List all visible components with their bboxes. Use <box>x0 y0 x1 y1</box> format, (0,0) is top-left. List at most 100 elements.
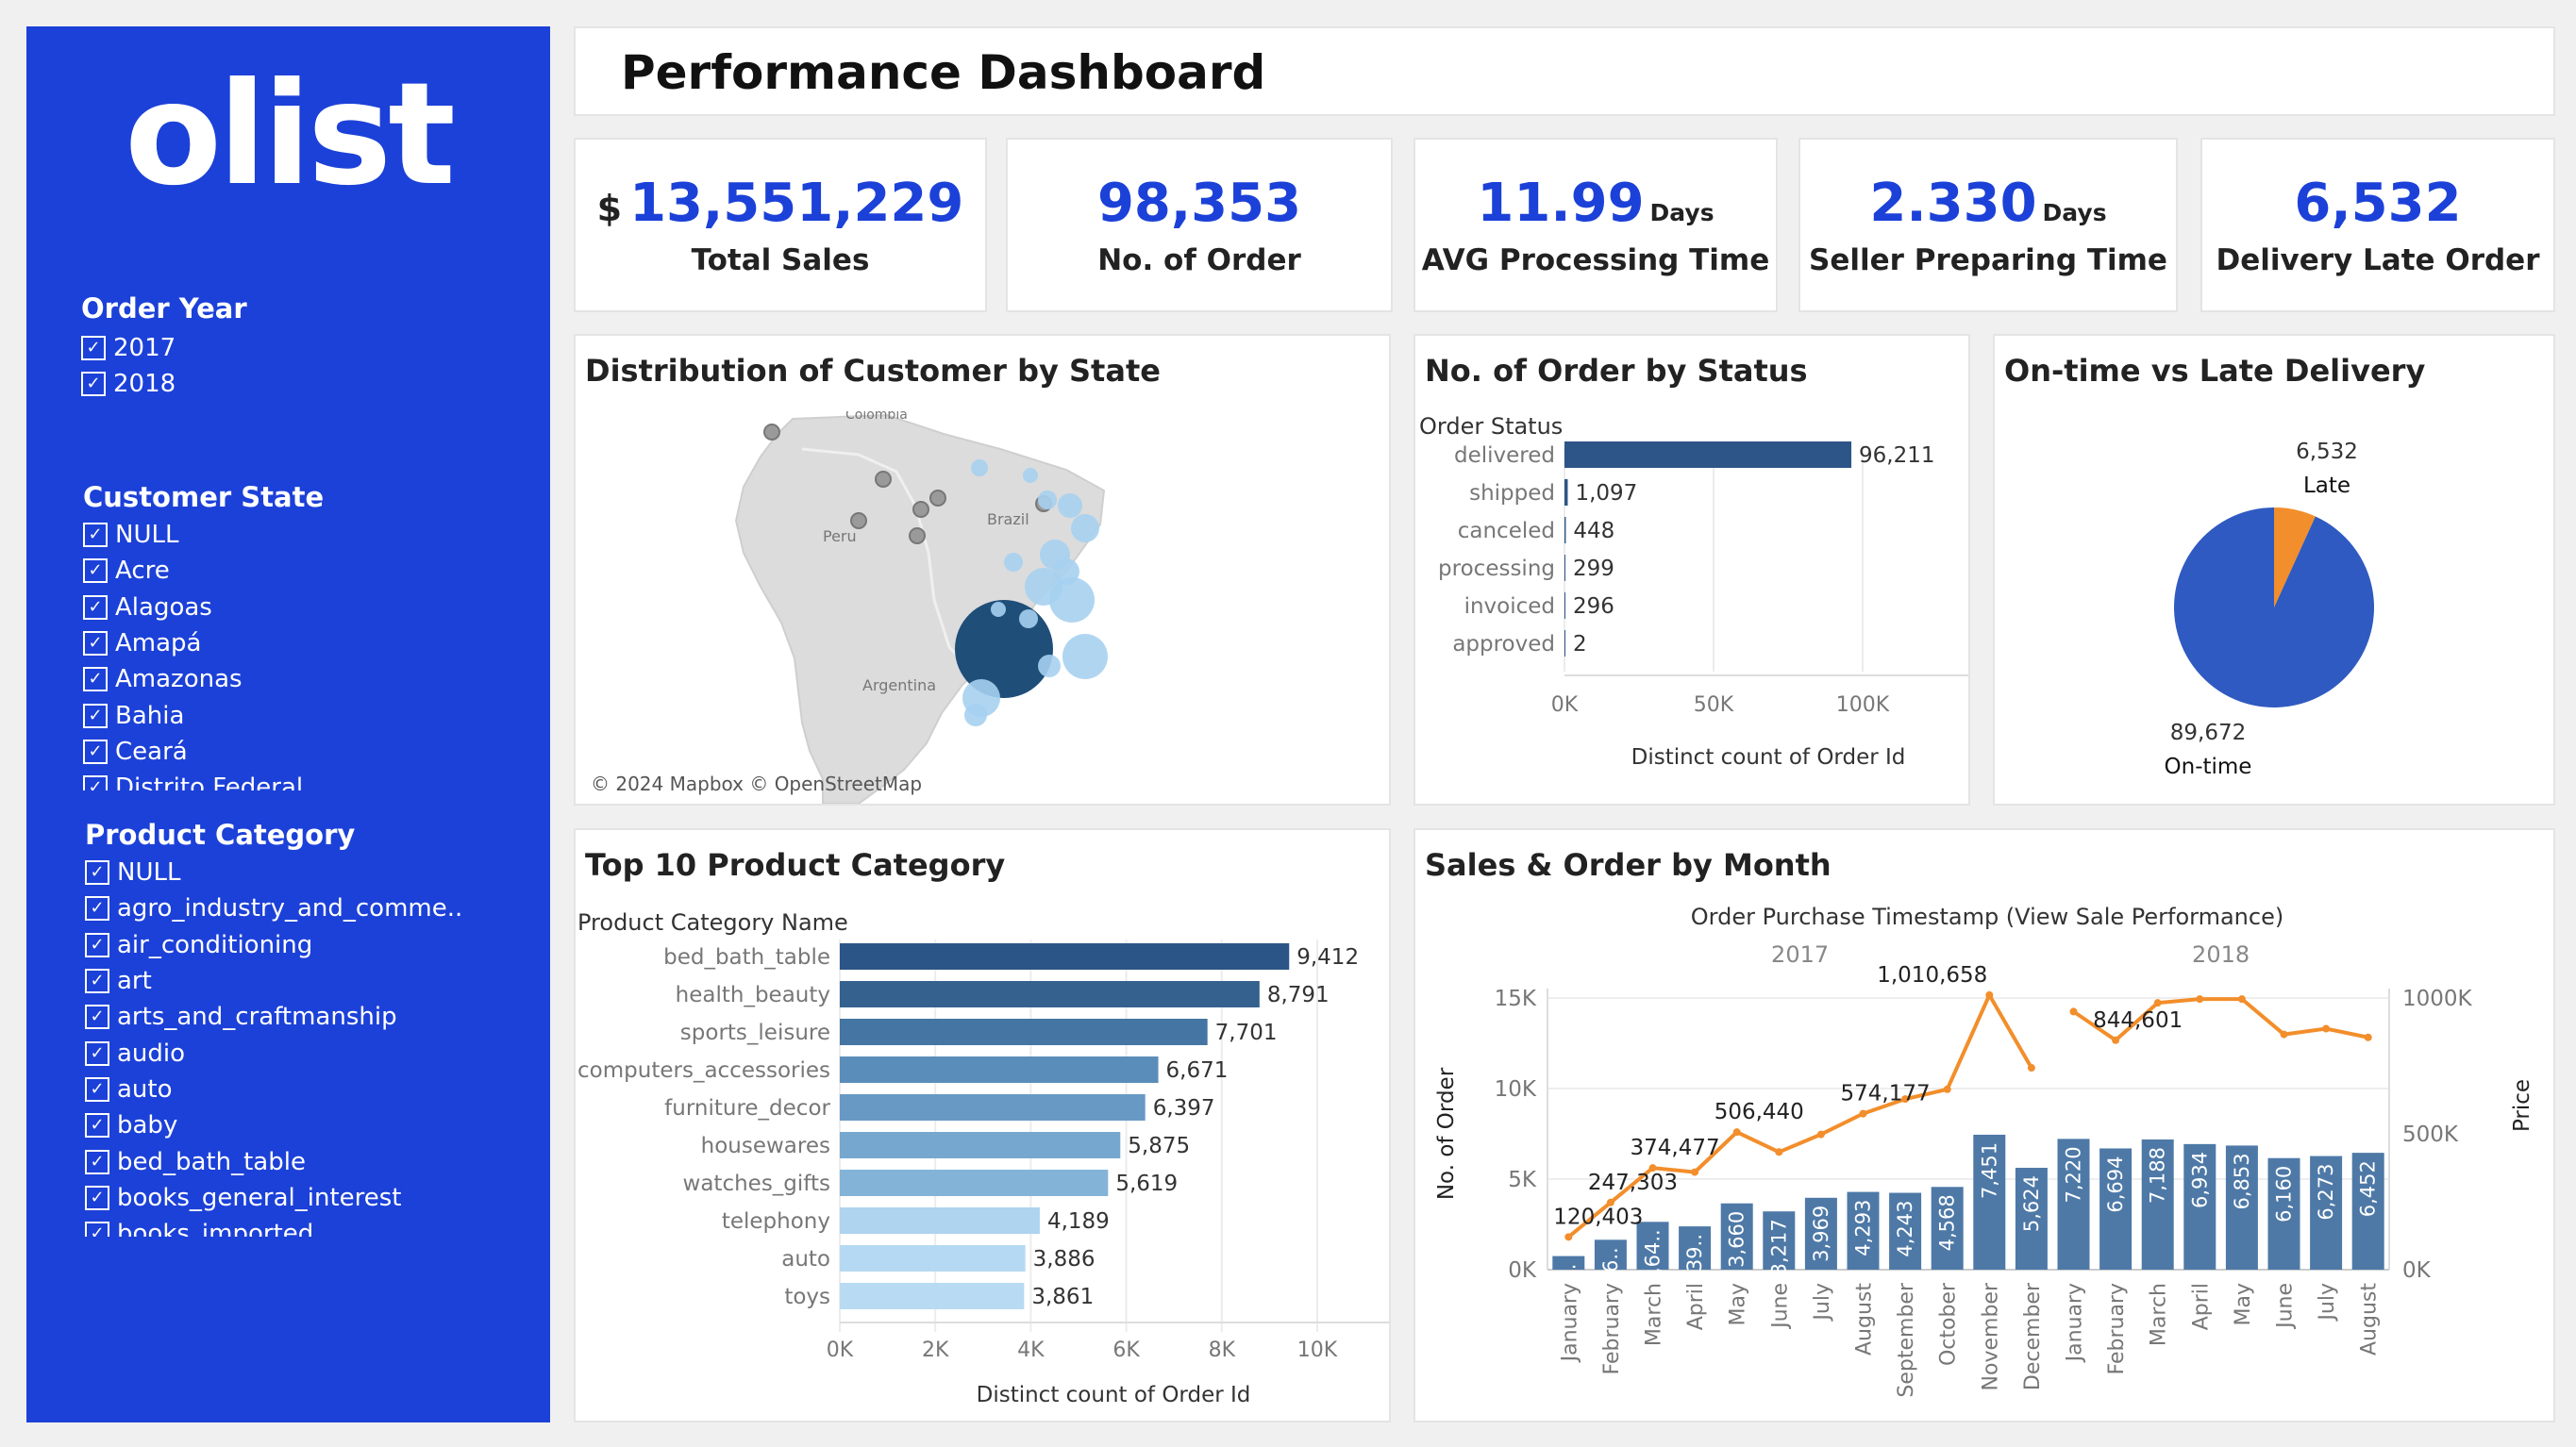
kpi-value: 13,551,229 <box>629 173 964 234</box>
product-category-option[interactable]: ✓ auto <box>85 1072 538 1107</box>
checkbox-checked-icon[interactable]: ✓ <box>83 558 108 584</box>
map-state-bubble[interactable] <box>1019 609 1038 628</box>
map-state-bubble[interactable] <box>1071 514 1099 542</box>
category-value-label: 7,701 <box>1215 1021 1278 1045</box>
checkbox-checked-icon[interactable]: ✓ <box>83 631 108 657</box>
map-state-bubble[interactable] <box>1023 468 1038 483</box>
price-point <box>1564 1233 1573 1241</box>
map-state-bubble[interactable] <box>971 459 988 476</box>
kpi-label: AVG Processing Time <box>1421 243 1770 277</box>
order-year-option[interactable]: ✓ 2018 <box>81 366 534 402</box>
customer-state-map[interactable]: Colombia Peru Brazil Argentina © 2024 Ma… <box>576 411 1389 804</box>
order-bar <box>1594 1239 1627 1270</box>
product-category-option[interactable]: ✓ bed_bath_table <box>85 1143 538 1179</box>
status-bar <box>1564 517 1566 543</box>
month-x-tick: October <box>1937 1282 1961 1366</box>
product-category-option[interactable]: ✓ arts_and_craftmanship <box>85 999 538 1035</box>
customer-state-option[interactable]: ✓ Amazonas <box>83 661 536 697</box>
checkbox-checked-icon[interactable]: ✓ <box>85 1185 109 1210</box>
customer-state-option[interactable]: ✓ Amapá <box>83 625 536 661</box>
status-bar <box>1564 555 1565 581</box>
map-state-bubble[interactable] <box>1025 568 1062 606</box>
price-point <box>2027 1064 2035 1073</box>
product-category-option[interactable]: ✓ air_conditioning <box>85 927 538 963</box>
map-state-bubble[interactable] <box>991 602 1006 617</box>
order-bar <box>2015 1168 2048 1270</box>
map-marker-dot[interactable] <box>909 527 926 544</box>
category-label: telephony <box>722 1209 830 1234</box>
map-state-bubble[interactable] <box>1038 655 1061 677</box>
map-marker-dot[interactable] <box>850 512 867 529</box>
product-category-option[interactable]: ✓ art <box>85 963 538 999</box>
product-category-option[interactable]: ✓ audio <box>85 1035 538 1071</box>
map-marker-dot[interactable] <box>929 490 946 507</box>
checkbox-checked-icon[interactable]: ✓ <box>81 336 106 361</box>
checkbox-checked-icon[interactable]: ✓ <box>85 1222 109 1237</box>
checkbox-checked-icon[interactable]: ✓ <box>81 372 106 397</box>
customer-state-filter[interactable]: ✓ NULL ✓ Acre ✓ Alagoas ✓ Amapá ✓ Amazonas ✓ Bahia ✓… <box>83 517 536 790</box>
checkbox-checked-icon[interactable]: ✓ <box>85 896 109 922</box>
map-state-bubble[interactable] <box>1038 491 1057 509</box>
map-state-bubble[interactable] <box>964 704 987 726</box>
checkbox-checked-icon[interactable]: ✓ <box>83 775 108 790</box>
pie-ontime-label: On-time <box>2165 755 2252 779</box>
product-category-option[interactable]: ✓ baby <box>85 1107 538 1143</box>
map-state-bubble[interactable] <box>1004 553 1023 572</box>
checkbox-checked-icon[interactable]: ✓ <box>85 969 109 994</box>
month-x-tick: July <box>1811 1283 1834 1322</box>
category-value-label: 6,671 <box>1166 1058 1229 1083</box>
month-x-tick: May <box>1727 1283 1750 1325</box>
map-state-bubble[interactable] <box>1062 634 1108 679</box>
category-label: toys <box>784 1285 830 1309</box>
checkbox-checked-icon[interactable]: ✓ <box>83 703 108 728</box>
status-bar <box>1564 592 1565 619</box>
pie-slice-late[interactable] <box>2274 507 2316 607</box>
checkbox-checked-icon[interactable]: ✓ <box>85 1076 109 1102</box>
map-state-bubble[interactable] <box>1053 558 1079 585</box>
customer-state-option[interactable]: ✓ Alagoas <box>83 590 536 625</box>
map-marker-dot[interactable] <box>763 424 780 441</box>
category-bar <box>840 1207 1040 1234</box>
customer-state-option[interactable]: ✓ NULL <box>83 517 536 553</box>
product-category-option[interactable]: ✓ NULL <box>85 855 538 890</box>
customer-state-option[interactable]: ✓ Ceará <box>83 734 536 770</box>
checkbox-checked-icon[interactable]: ✓ <box>85 932 109 957</box>
map-marker-dot[interactable] <box>912 501 929 518</box>
category-bar <box>840 1056 1159 1083</box>
product-category-filter[interactable]: ✓ NULL ✓ agro_industry_and_comme.. ✓ air_cond… <box>85 855 538 1237</box>
checkbox-checked-icon[interactable]: ✓ <box>83 667 108 692</box>
status-x-tick: 0K <box>1551 693 1579 717</box>
checkbox-checked-icon[interactable]: ✓ <box>83 523 108 548</box>
month-x-tick: July <box>2316 1283 2339 1322</box>
price-annotation: 844,601 <box>2093 1008 2183 1033</box>
order-bar-label: 6,934 <box>2188 1152 2211 1208</box>
checkbox-checked-icon[interactable]: ✓ <box>85 1005 109 1030</box>
product-category-option[interactable]: ✓ agro_industry_and_comme.. <box>85 890 538 926</box>
pie-slice-on-time[interactable] <box>2174 507 2374 708</box>
order-year-option[interactable]: ✓ 2017 <box>81 330 534 366</box>
checkbox-checked-icon[interactable]: ✓ <box>83 594 108 620</box>
customer-state-option[interactable]: ✓ Acre <box>83 553 536 589</box>
month-x-tick: February <box>2105 1283 2129 1375</box>
product-category-option[interactable]: ✓ books_general_interest <box>85 1180 538 1216</box>
customer-state-option[interactable]: ✓ Bahia <box>83 697 536 733</box>
product-category-option[interactable]: ✓ books_imported <box>85 1216 538 1237</box>
kpi-seller-preparing-time: 2.330 Days Seller Preparing Time <box>1798 138 2178 312</box>
checkbox-checked-icon[interactable]: ✓ <box>85 1040 109 1066</box>
checkbox-checked-icon[interactable]: ✓ <box>85 1149 109 1174</box>
top-category-chart: Product Category Name 0K 2K 4K 6K 8K 10K bed_ba… <box>577 909 1389 1407</box>
checkbox-checked-icon[interactable]: ✓ <box>85 860 109 886</box>
month-y-tick: 5K <box>1508 1168 1537 1192</box>
customer-state-option[interactable]: ✓ Distrito Federal <box>83 770 536 790</box>
checkbox-checked-icon[interactable]: ✓ <box>83 739 108 764</box>
checkbox-checked-icon[interactable]: ✓ <box>85 1113 109 1139</box>
map-marker-dot[interactable] <box>875 471 892 488</box>
month-y-tick: 10K <box>1495 1077 1537 1102</box>
status-x-tick: 50K <box>1694 693 1734 717</box>
category-x-tick: 8K <box>1209 1339 1236 1362</box>
year-label-2018: 2018 <box>2192 941 2250 968</box>
order-bar <box>2183 1143 2216 1270</box>
price-point <box>1775 1148 1783 1156</box>
map-state-bubble[interactable] <box>1058 493 1082 518</box>
month-y2-tick: 0K <box>2402 1258 2432 1283</box>
